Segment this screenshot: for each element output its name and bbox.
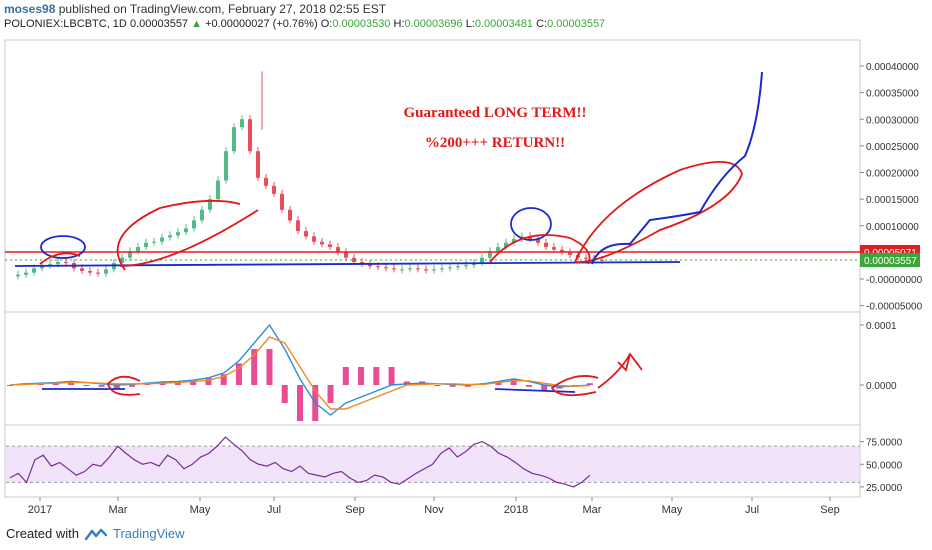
x-tick-label: Nov [424,504,444,516]
macd-histogram-bar [388,367,395,385]
macd-support-line [494,388,576,393]
macd-pane-frame [4,311,861,426]
author-link[interactable]: moses98 [4,2,56,16]
y-tick-label: 50.0000 [866,460,903,471]
macd-histogram-bar [525,385,532,387]
signal-line [9,336,591,410]
annotation-line-1: Guaranteed LONG TERM!! [403,105,586,121]
macd-histogram-bar [327,385,334,403]
macd-histogram-bar [113,385,120,389]
target-ellipse [574,161,743,263]
annotations [14,71,763,397]
macd-histogram-bar [373,367,380,385]
macd-histogram-bar [52,383,59,385]
last-price-badge [860,253,920,268]
symbol-label: POLONIEX:LBCBTC, 1D [4,18,127,30]
y-tick-label: 0.0001 [866,321,897,332]
macd-histogram-bar [235,363,242,385]
macd-histogram-bar [83,385,90,386]
macd-line [9,323,591,416]
tradingview-brand-link[interactable]: TradingView [112,526,185,541]
projection-path [591,71,763,265]
footer: Created with TradingView [6,526,185,541]
y-tick-label: -0.00000000 [866,275,923,286]
low-value: 0.00003481 [474,18,533,30]
x-tick-label: 2017 [28,504,52,516]
high-value: 0.00003696 [404,18,463,30]
x-tick-label: May [190,504,211,516]
macd-histogram-bar [464,385,471,387]
macd-pane [7,323,593,421]
chart-area[interactable]: 2017 Mar May Jul Sep Nov 2018 Mar May Jul Sep 0.000… [0,36,932,522]
x-tick-label: Sep [820,504,840,516]
x-tick-label: Mar [583,504,602,516]
y-tick-label: -0.00005000 [866,302,923,313]
price-pane-frame [4,39,861,313]
y-tick-label: 0.00040000 [866,62,919,73]
y-tick-label: 0.00015000 [866,195,919,206]
macd-histogram-bar [98,385,105,387]
macd-curve-annotation [106,375,141,396]
curve-annotation [489,234,591,265]
symbol-info-line: POLONIEX:LBCBTC, 1D 0.00003557 ▲ +0.0000… [4,18,605,30]
up-arrow-icon [597,352,643,389]
x-tick-label: Mar [109,504,128,516]
y-tick-label: 0.00010000 [866,222,919,233]
macd-histogram-bar [342,367,349,385]
macd-histogram-bar [190,381,197,385]
y-tick-label: 0.00035000 [866,89,919,100]
x-tick-label: Jul [745,504,759,516]
y-tick-label: 0.00025000 [866,142,919,153]
annotation-line-2: %200+++ RETURN!! [425,135,565,151]
tradingview-logo-icon [84,528,107,540]
publisher-line: moses98 published on TradingView.com, Fe… [4,2,386,16]
macd-histogram-bar [449,385,456,387]
y-tick-label: 75.0000 [866,438,903,449]
open-label: O: [320,18,333,30]
macd-histogram-bar [358,367,365,385]
macd-histogram-bar [297,385,303,421]
low-label: L: [465,18,475,30]
close-value: 0.00003557 [547,18,606,30]
macd-histogram-bar [7,385,13,386]
y-tick-label: 25.0000 [866,483,903,494]
macd-histogram-bar [251,349,258,385]
macd-histogram-bar [266,349,273,385]
close-label: C: [536,18,548,30]
macd-histogram-bar [281,385,288,403]
macd-histogram-bar [434,385,441,386]
curve-annotation [116,199,259,271]
high-label: H: [393,18,405,30]
last-price-value: 0.00003557 [864,256,917,267]
open-value: 0.00003530 [332,18,391,30]
macd-histogram-bar [510,379,517,385]
y-tick-label: 0.00020000 [866,169,919,180]
x-tick-label: Sep [345,504,365,516]
macd-curve-annotation [550,375,599,397]
x-tick-label: May [662,504,683,516]
change-value: +0.00000027 (+0.76%) [205,18,318,30]
x-tick-label: Jul [267,504,281,516]
macd-histogram-bar [541,385,548,391]
highlight-ellipse [510,207,552,241]
published-text: published on TradingView.com, February 2… [58,2,387,16]
macd-histogram-bar [220,374,227,385]
macd-histogram-bar [587,383,593,385]
y-tick-label: 0.0000 [866,381,897,392]
x-tick-label: 2018 [504,504,528,516]
last-value: 0.00003557 [129,18,189,30]
highlight-ellipse [40,235,86,259]
curve-annotation [39,252,81,265]
created-with-label: Created with [6,526,79,541]
rsi-pane [6,436,860,488]
macd-histogram-bar [129,385,136,387]
y-tick-label: 0.00030000 [866,115,919,126]
macd-histogram-bar [205,377,212,385]
change-up-icon: ▲ [191,18,203,30]
rsi-line [9,436,591,488]
